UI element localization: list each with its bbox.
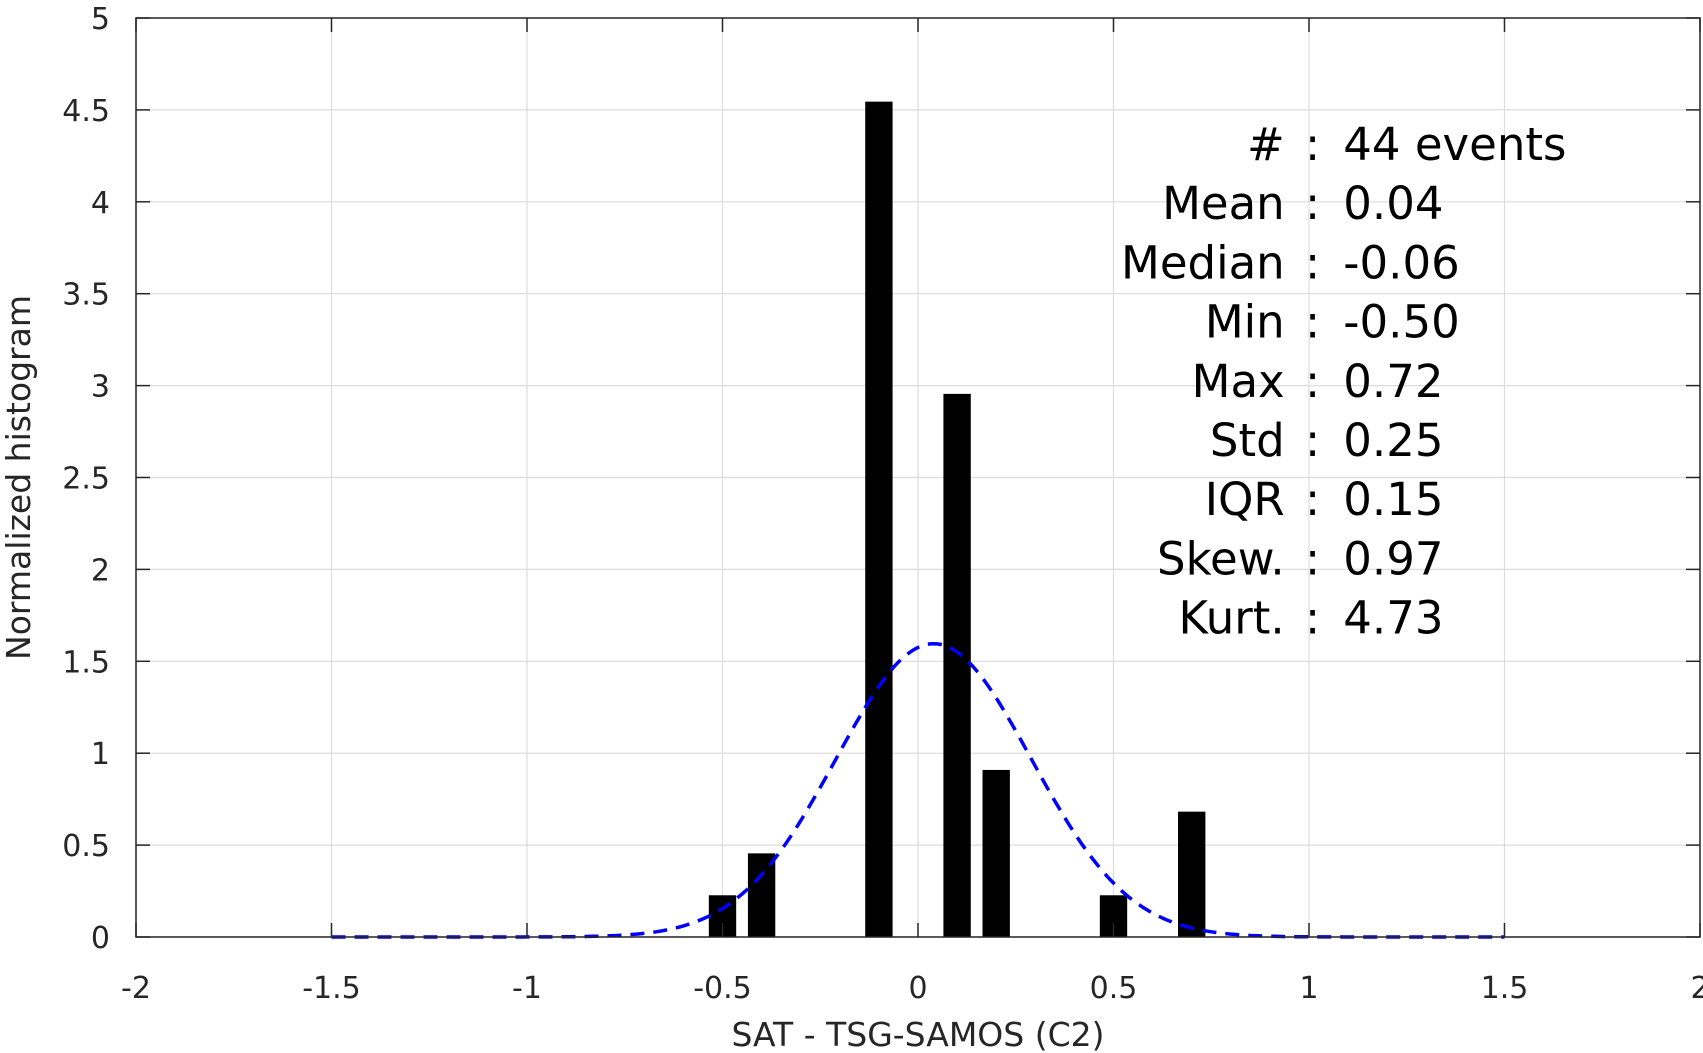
- y-tick-label: 3: [91, 370, 110, 405]
- y-tick-label: 4.5: [62, 94, 110, 129]
- x-axis-label: SAT - TSG-SAMOS (C2): [731, 1015, 1104, 1053]
- y-tick-label: 5: [91, 2, 110, 37]
- y-tick-label: 2: [91, 553, 110, 588]
- y-tick-label: 0: [91, 921, 110, 956]
- stat-value: 44 events: [1329, 118, 1566, 171]
- y-axis-label: Normalized histogram: [0, 295, 38, 660]
- stat-label: Min: [1205, 296, 1299, 349]
- stat-value: 0.04: [1329, 177, 1444, 230]
- histogram-bar: [747, 853, 776, 937]
- stat-label: Median: [1121, 236, 1299, 289]
- stat-colon: :: [1305, 236, 1320, 289]
- stat-colon: :: [1305, 592, 1320, 645]
- y-tick-label: 1.5: [62, 645, 110, 680]
- x-tick-label: -0.5: [693, 971, 752, 1006]
- stat-colon: :: [1305, 118, 1320, 171]
- statistics-annotation: # : 44 events Mean : 0.04 Median : -0.06 Mi…: [1121, 118, 1566, 645]
- y-tick-labels: 0 0.5 1 1.5 2 2.5 3 3.5 4 4.5 5: [62, 2, 110, 956]
- stat-row: Min : -0.50: [1205, 296, 1460, 349]
- histogram-bar: [1178, 811, 1206, 937]
- stat-row: Mean : 0.04: [1162, 177, 1443, 230]
- x-tick-label: -2: [121, 971, 151, 1006]
- stat-label: Mean: [1162, 177, 1299, 230]
- y-tick-label: 2.5: [62, 462, 110, 497]
- stat-value: 0.15: [1329, 473, 1444, 526]
- y-tick-label: 4: [91, 186, 110, 221]
- histogram-bar: [943, 393, 971, 938]
- stat-label: Kurt.: [1178, 592, 1299, 645]
- stat-colon: :: [1305, 177, 1320, 230]
- stat-value: 0.72: [1329, 355, 1444, 408]
- stat-label: #: [1247, 118, 1299, 171]
- x-tick-label: -1: [512, 971, 542, 1006]
- stat-colon: :: [1305, 355, 1320, 408]
- x-tick-label: 1.5: [1481, 971, 1529, 1006]
- y-tick-label: 3.5: [62, 278, 110, 313]
- x-tick-labels: -2 -1.5 -1 -0.5 0 0.5 1 1.5 2: [121, 971, 1703, 1006]
- stat-value: -0.06: [1329, 236, 1460, 289]
- histogram-bar: [865, 101, 893, 937]
- stat-colon: :: [1305, 414, 1320, 467]
- stat-row: Median : -0.06: [1121, 236, 1460, 289]
- x-tick-label: -1.5: [302, 971, 361, 1006]
- stat-colon: :: [1305, 296, 1320, 349]
- stat-value: 4.73: [1329, 592, 1444, 645]
- histogram-bar: [982, 769, 1010, 937]
- stat-label: Skew.: [1157, 532, 1299, 585]
- stat-row: IQR : 0.15: [1205, 473, 1444, 526]
- x-tick-label: 0.5: [1090, 971, 1138, 1006]
- y-tick-label: 1: [91, 737, 110, 772]
- stat-label: Std: [1210, 414, 1299, 467]
- stat-value: 0.25: [1329, 414, 1444, 467]
- stat-row: Std : 0.25: [1210, 414, 1444, 467]
- axis-ticks: [135, 17, 1701, 938]
- x-tick-label: 2: [1690, 971, 1703, 1006]
- y-tick-label: 0.5: [62, 829, 110, 864]
- stat-row: Kurt. : 4.73: [1178, 592, 1443, 645]
- stat-value: -0.50: [1329, 296, 1460, 349]
- stat-row: Max : 0.72: [1192, 355, 1444, 408]
- stat-label: IQR: [1205, 473, 1299, 526]
- histogram-bars: [708, 101, 1206, 938]
- stat-value: 0.97: [1329, 532, 1444, 585]
- x-tick-label: 0: [908, 971, 927, 1006]
- stat-colon: :: [1305, 532, 1320, 585]
- stat-row: # : 44 events: [1247, 118, 1567, 171]
- stat-row: Skew. : 0.97: [1157, 532, 1444, 585]
- stat-colon: :: [1305, 473, 1320, 526]
- x-tick-label: 1: [1299, 971, 1318, 1006]
- grid-lines: [135, 17, 1701, 938]
- stat-label: Max: [1192, 355, 1299, 408]
